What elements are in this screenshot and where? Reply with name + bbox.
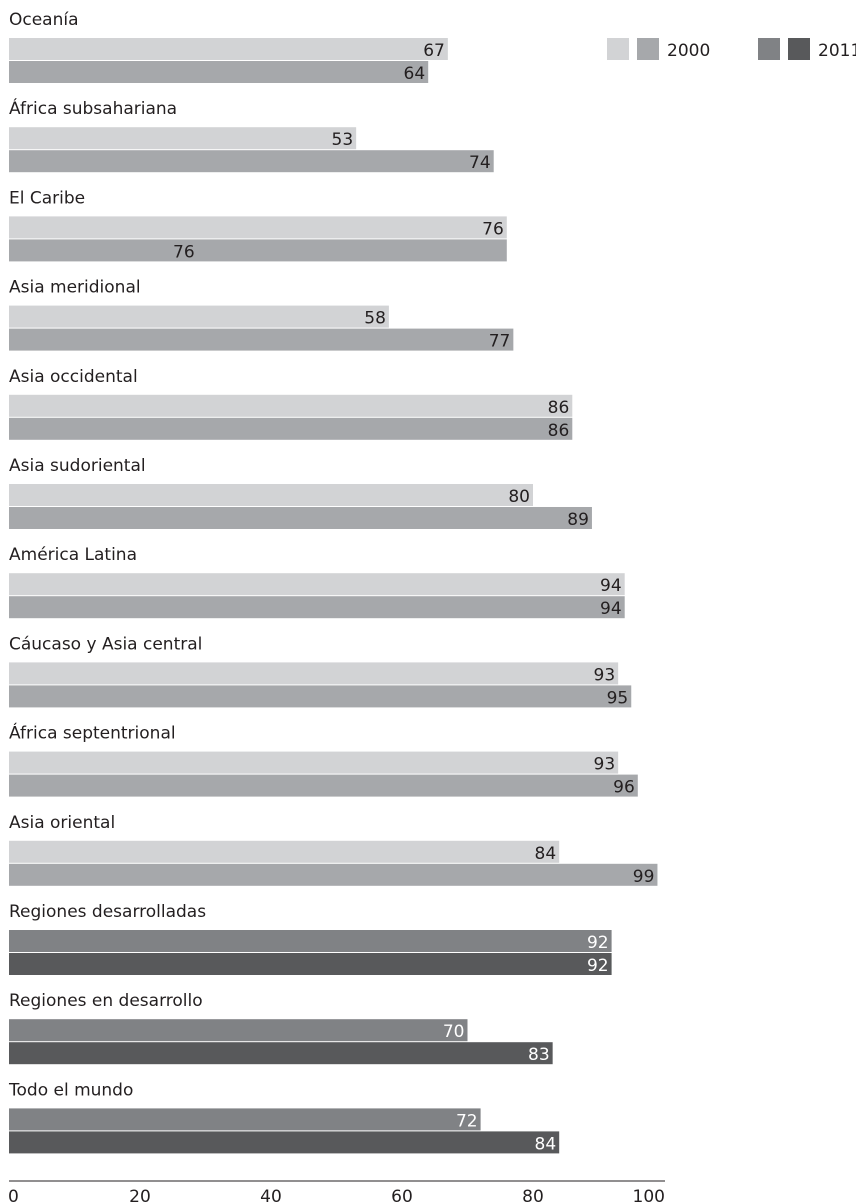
value-label-america-latina-2000: 94 [600,576,622,596]
bar-oceania-2011 [9,61,429,83]
category-label-el-caribe: El Caribe [9,188,85,208]
bar-asia-meridional-2011 [9,328,514,351]
bar-asia-oriental-2011 [9,863,658,886]
tick-label-0: 0 [8,1187,19,1204]
value-label-regiones-desarrolladas-2000: 92 [587,933,609,953]
value-label-africa-septentrional-2011: 96 [613,778,635,798]
value-label-asia-meridional-2011: 77 [489,332,511,352]
value-label-asia-occidental-2000: 86 [548,398,570,418]
value-label-asia-meridional-2000: 58 [364,309,386,329]
value-label-regiones-desarrolladas-2011: 92 [587,956,609,976]
bar-todo-el-mundo-2011 [9,1131,560,1154]
tick-label-100: 100 [633,1187,665,1204]
value-label-regiones-en-desarrollo-2011: 83 [528,1045,550,1065]
category-label-africa-subsahariana: África subsahariana [9,97,177,119]
value-label-oceania-2000: 67 [423,41,445,61]
category-label-africa-septentrional: África septentrional [9,722,176,744]
bar-asia-sudoriental-2000 [9,484,533,506]
category-label-asia-oriental: Asia oriental [9,813,115,833]
x-axis-ticks: 0 20 40 60 80 100 [8,1187,665,1204]
bar-regiones-desarrolladas-2011 [9,953,612,975]
bar-africa-septentrional-2000 [9,751,619,774]
bar-asia-occidental-2011 [9,417,573,440]
value-label-asia-sudoriental-2011: 89 [567,510,589,530]
legend-label-2000: 2000 [667,41,710,61]
bars-group: Oceanía 67 64 África subsahariana 53 74 El Car… [8,10,658,1154]
value-label-el-caribe-2011: 76 [173,242,195,262]
legend-swatch-2011-1 [758,38,780,60]
category-label-todo-el-mundo: Todo el mundo [8,1080,133,1100]
legend-swatch-2000-2 [637,38,659,60]
legend-swatch-2000-1 [607,38,629,60]
value-label-regiones-en-desarrollo-2000: 70 [443,1022,465,1042]
value-label-africa-subsahariana-2011: 74 [469,153,491,173]
tick-label-40: 40 [260,1187,282,1204]
category-label-asia-sudoriental: Asia sudoriental [9,456,146,476]
category-label-asia-occidental: Asia occidental [9,367,138,387]
value-label-asia-sudoriental-2000: 80 [508,487,530,507]
value-label-caucaso-y-asia-central-2011: 95 [607,688,629,708]
bar-regiones-desarrolladas-2000 [9,930,612,952]
value-label-africa-septentrional-2000: 93 [594,755,616,775]
value-label-todo-el-mundo-2000: 72 [456,1111,478,1131]
bar-oceania-2000 [9,38,448,60]
category-label-regiones-en-desarrollo: Regiones en desarrollo [9,991,203,1011]
value-label-oceania-2011: 64 [404,64,426,84]
bar-regiones-en-desarrollo-2000 [9,1019,468,1042]
bar-africa-septentrional-2011 [9,774,638,797]
value-label-asia-oriental-2000: 84 [535,844,557,864]
value-label-todo-el-mundo-2011: 84 [535,1134,557,1154]
legend-swatch-2011-2 [788,38,810,60]
bar-el-caribe-2000 [9,216,507,239]
category-label-asia-meridional: Asia meridional [9,278,141,298]
value-label-asia-occidental-2011: 86 [548,421,570,441]
bar-africa-subsahariana-2000 [9,127,357,150]
bar-regiones-en-desarrollo-2011 [9,1042,553,1065]
tick-label-20: 20 [129,1187,151,1204]
bar-asia-sudoriental-2011 [9,507,592,529]
bar-caucaso-y-asia-central-2000 [9,662,619,685]
category-label-oceania: Oceanía [9,10,79,30]
bar-caucaso-y-asia-central-2011 [9,685,632,708]
value-label-america-latina-2011: 94 [600,599,622,619]
bar-asia-meridional-2000 [9,305,389,328]
value-label-asia-oriental-2011: 99 [633,867,655,887]
tick-label-60: 60 [391,1187,413,1204]
legend: 2000 2011 [607,38,856,61]
value-label-africa-subsahariana-2000: 53 [332,130,354,150]
category-label-america-latina: América Latina [9,545,137,565]
category-label-regiones-desarrolladas: Regiones desarrolladas [9,902,206,922]
value-label-el-caribe-2000: 76 [482,219,504,239]
bar-el-caribe-2011 [9,239,507,262]
legend-label-2011: 2011 [818,41,856,61]
bar-asia-occidental-2000 [9,394,573,417]
tick-label-80: 80 [522,1187,544,1204]
category-label-caucaso-y-asia-central: Cáucaso y Asia central [9,634,202,654]
bar-africa-subsahariana-2011 [9,150,494,173]
bar-america-latina-2011 [9,596,625,619]
bar-america-latina-2000 [9,573,625,596]
value-label-caucaso-y-asia-central-2000: 93 [594,665,616,685]
bar-todo-el-mundo-2000 [9,1108,481,1131]
bar-asia-oriental-2000 [9,840,560,863]
